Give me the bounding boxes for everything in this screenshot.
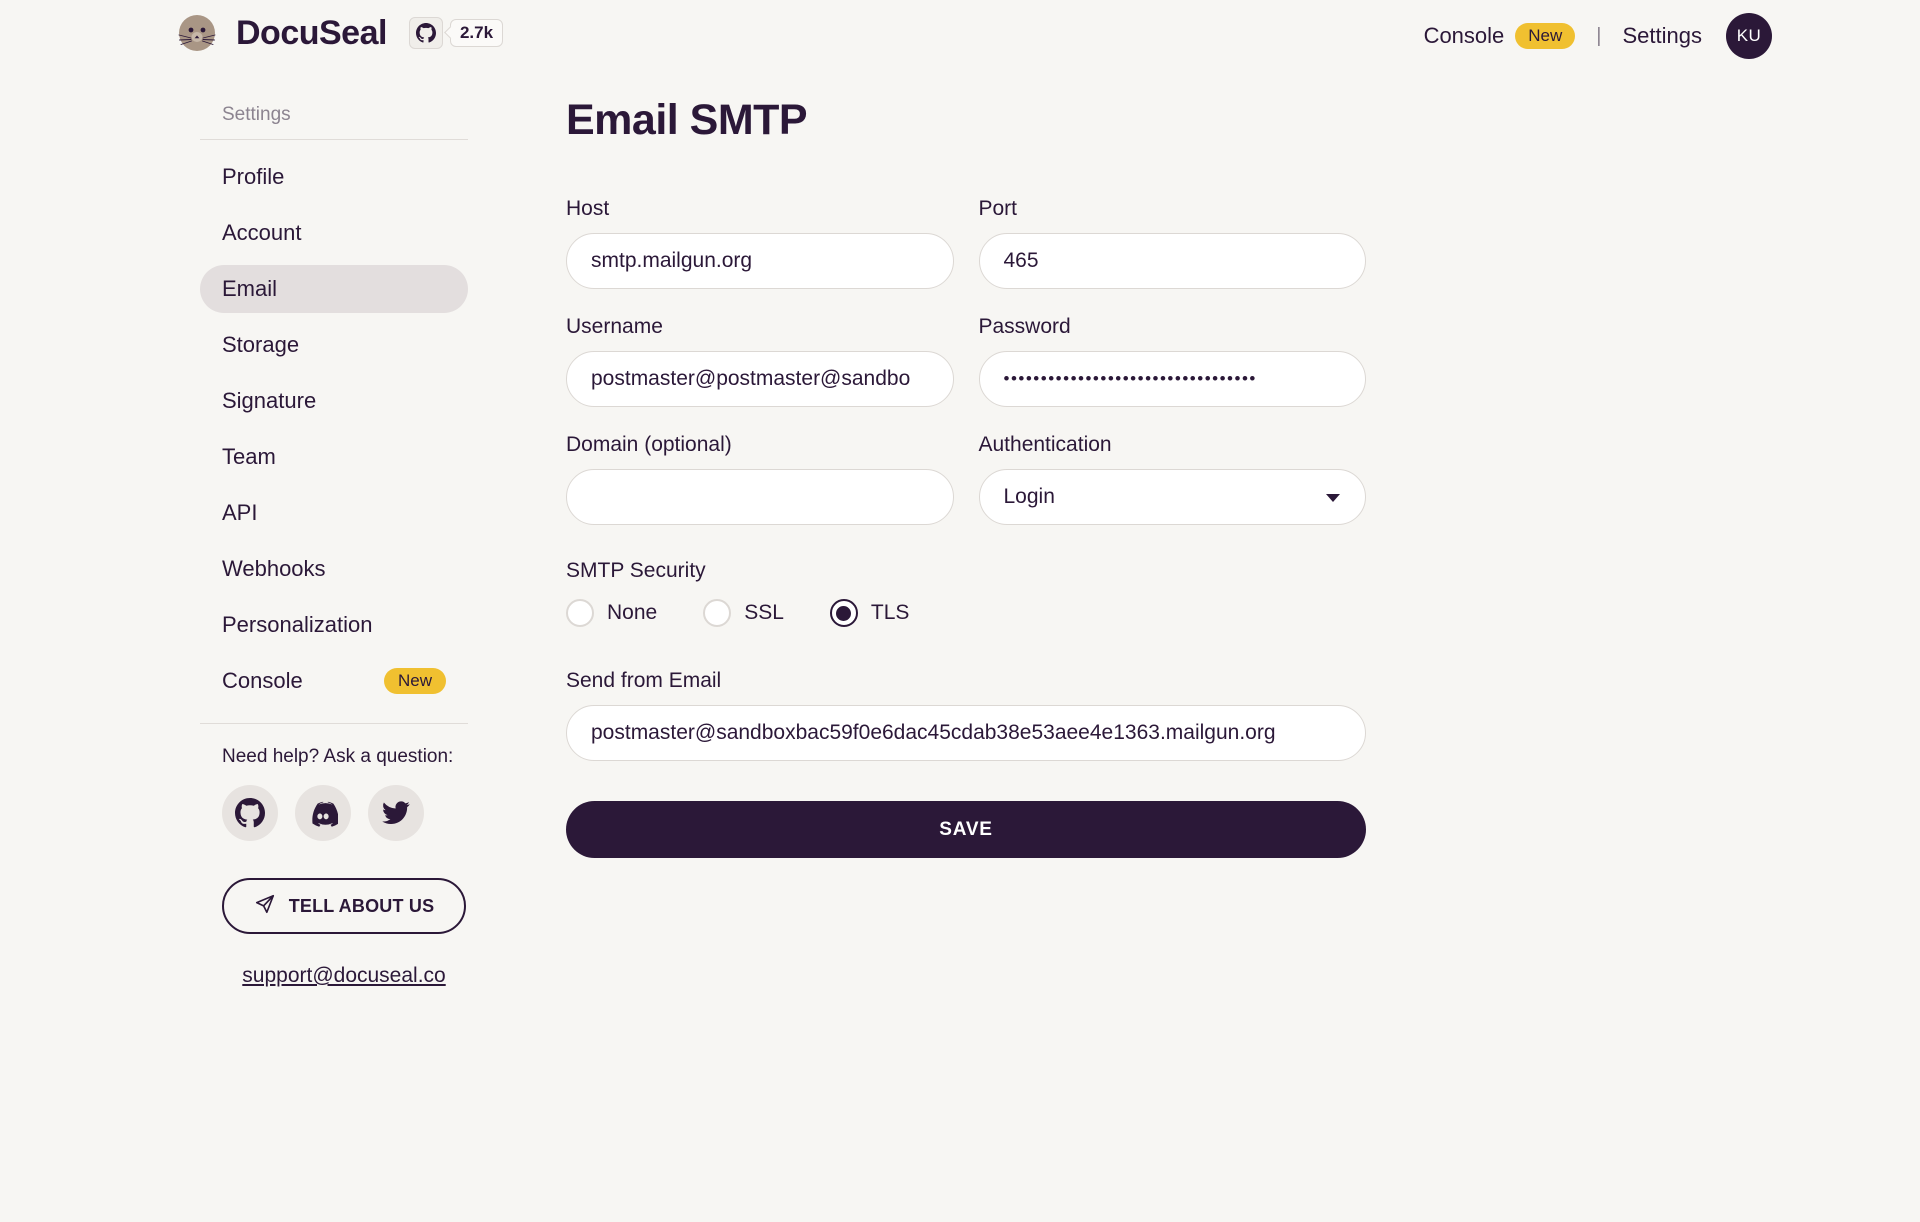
sidebar-item-api[interactable]: API — [200, 489, 468, 537]
sidebar-item-label: Team — [222, 444, 276, 469]
sidebar-help-text: Need help? Ask a question: — [222, 746, 454, 767]
authentication-label: Authentication — [978, 433, 1112, 456]
tell-about-us-button[interactable]: TELL ABOUT US — [222, 878, 466, 934]
github-icon[interactable] — [408, 17, 443, 49]
field-send-from-email: Send from Email postmaster@sandboxbac59f… — [566, 669, 1366, 761]
radio-option-tls[interactable]: TLS — [829, 599, 910, 627]
smtp-security-group: SMTP Security None SSL TLS — [566, 559, 1366, 627]
domain-label: Domain (optional) — [566, 433, 732, 456]
app-header: DocuSeal 2.7k Console New | Settings KU — [0, 0, 1920, 72]
radio-indicator[interactable] — [703, 599, 732, 627]
field-host: Host smtp.mailgun.org — [566, 197, 954, 289]
sidebar-divider — [200, 723, 468, 724]
support-email-link[interactable]: support@docuseal.co — [242, 964, 446, 987]
sidebar: Settings Profile Account Email Storage S… — [200, 104, 468, 988]
domain-input[interactable] — [566, 469, 954, 525]
sidebar-item-label: Profile — [222, 164, 285, 189]
send-from-email-input[interactable]: postmaster@sandboxbac59f0e6dac45cdab38e5… — [566, 705, 1366, 761]
sidebar-item-personalization[interactable]: Personalization — [200, 601, 468, 649]
header-settings-link[interactable]: Settings — [1622, 23, 1703, 48]
send-plane-icon — [254, 893, 276, 920]
authentication-select[interactable]: Login — [978, 469, 1366, 525]
sidebar-item-console[interactable]: Console New — [200, 657, 468, 705]
send-from-email-label: Send from Email — [566, 669, 722, 692]
sidebar-item-label: Personalization — [222, 612, 373, 637]
sidebar-item-label: Signature — [222, 388, 317, 413]
host-label: Host — [566, 197, 610, 220]
seal-logo-icon — [172, 8, 222, 58]
field-username: Username postmaster@postmaster@sandbo — [566, 315, 954, 407]
host-input[interactable]: smtp.mailgun.org — [566, 233, 954, 289]
username-label: Username — [566, 315, 663, 338]
discord-icon[interactable] — [295, 785, 351, 841]
sidebar-item-team[interactable]: Team — [200, 433, 468, 481]
radio-label: None — [607, 601, 658, 624]
password-label: Password — [978, 315, 1071, 338]
sidebar-item-label: Console — [222, 668, 303, 693]
social-links — [200, 768, 468, 841]
github-icon[interactable] — [222, 785, 278, 841]
sidebar-item-label: Storage — [222, 332, 300, 357]
github-star-count[interactable]: 2.7k — [449, 19, 504, 47]
sidebar-item-label: Email — [222, 276, 278, 301]
save-button[interactable]: SAVE — [566, 801, 1366, 858]
sidebar-item-label: Account — [222, 220, 302, 245]
authentication-select-wrapper: Login — [978, 469, 1366, 525]
twitter-icon[interactable] — [368, 785, 424, 841]
username-input[interactable]: postmaster@postmaster@sandbo — [566, 351, 954, 407]
smtp-security-label: SMTP Security — [566, 559, 706, 582]
port-input[interactable]: 465 — [978, 233, 1366, 289]
sidebar-item-storage[interactable]: Storage — [200, 321, 468, 369]
header-separator: | — [1596, 24, 1602, 47]
sidebar-item-signature[interactable]: Signature — [200, 377, 468, 425]
header-console-link[interactable]: Console — [1423, 23, 1505, 48]
radio-label: TLS — [870, 601, 910, 624]
port-label: Port — [978, 197, 1018, 220]
sidebar-item-label: API — [222, 500, 258, 525]
main-content: Email SMTP Host smtp.mailgun.org Port 46… — [566, 96, 1366, 858]
field-domain: Domain (optional) — [566, 433, 954, 525]
page-title: Email SMTP — [566, 96, 808, 144]
header-console-badge: New — [1515, 23, 1576, 49]
sidebar-item-profile[interactable]: Profile — [200, 153, 468, 201]
radio-option-ssl[interactable]: SSL — [703, 599, 784, 627]
field-authentication: Authentication Login — [978, 433, 1366, 525]
radio-indicator[interactable] — [829, 599, 858, 627]
password-input[interactable]: •••••••••••••••••••••••••••••••••• — [978, 351, 1366, 407]
avatar[interactable]: KU — [1726, 13, 1772, 59]
sidebar-console-badge: New — [383, 668, 446, 694]
form-row-username-password: Username postmaster@postmaster@sandbo Pa… — [566, 315, 1366, 407]
sidebar-item-email[interactable]: Email — [200, 265, 468, 313]
sidebar-nav: Profile Account Email Storage Signature … — [200, 153, 468, 705]
form-row-domain-auth: Domain (optional) Authentication Login — [566, 433, 1366, 525]
tell-about-us-label: TELL ABOUT US — [288, 895, 435, 916]
field-port: Port 465 — [978, 197, 1366, 289]
brand-name: DocuSeal — [236, 13, 387, 52]
field-password: Password •••••••••••••••••••••••••••••••… — [978, 315, 1366, 407]
sidebar-heading: Settings — [200, 104, 468, 140]
sidebar-item-webhooks[interactable]: Webhooks — [200, 545, 468, 593]
sidebar-item-account[interactable]: Account — [200, 209, 468, 257]
github-star-widget[interactable]: 2.7k — [408, 17, 504, 49]
radio-indicator[interactable] — [566, 599, 594, 627]
brand[interactable]: DocuSeal 2.7k — [172, 8, 504, 58]
form-row-host-port: Host smtp.mailgun.org Port 465 — [566, 197, 1366, 289]
header-right-nav: Console New | Settings KU — [1424, 0, 1772, 72]
radio-label: SSL — [744, 601, 784, 624]
sidebar-item-label: Webhooks — [222, 556, 326, 581]
smtp-security-radios: None SSL TLS — [566, 599, 1366, 627]
smtp-settings-form: Host smtp.mailgun.org Port 465 Username … — [566, 197, 1366, 858]
radio-option-none[interactable]: None — [566, 599, 657, 627]
